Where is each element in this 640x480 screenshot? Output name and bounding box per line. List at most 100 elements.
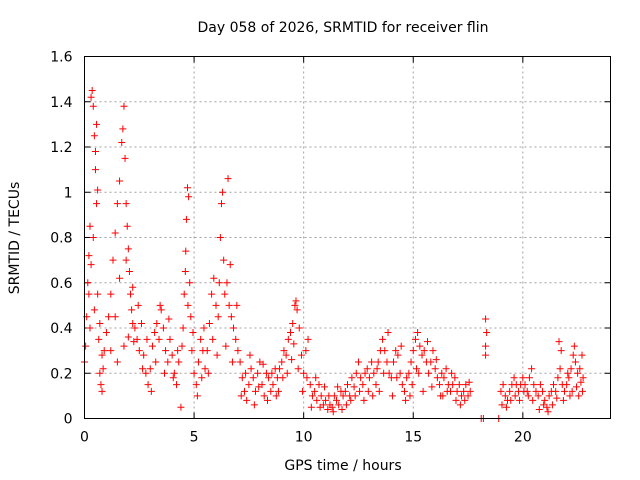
data-point [333,396,341,404]
data-point [464,392,472,400]
data-point [157,306,165,314]
data-point [182,247,190,255]
data-point [312,374,320,382]
data-point [121,154,129,162]
data-point [347,396,355,404]
data-point [322,396,330,404]
y-tick-label: 0.8 [50,231,72,247]
data-point [317,392,325,400]
data-point [304,335,312,343]
data-point [328,403,336,411]
data-point [118,138,126,146]
data-point [124,333,132,341]
data-point [521,381,529,389]
x-tick-label: 15 [404,430,422,446]
data-point [140,351,148,359]
data-point [113,358,121,366]
data-point [416,342,424,350]
data-point [548,401,556,409]
data-point [178,342,186,350]
data-point [348,374,356,382]
data-point [313,396,321,404]
data-point [87,93,95,101]
data-point [341,387,349,395]
data-point [393,374,401,382]
data-point [559,396,567,404]
data-point [510,374,518,382]
data-point [532,387,540,395]
data-point [344,381,351,389]
data-point [553,394,561,402]
data-point [120,102,128,110]
data-point [89,102,97,110]
data-point [482,351,490,359]
data-point [520,387,528,395]
data-point [311,387,319,395]
data-point [109,256,117,264]
data-point [578,387,586,395]
data-point [87,261,95,269]
data-point [122,256,130,264]
data-point [516,396,524,404]
data-point [570,342,578,350]
y-tick-label: 0.6 [50,276,72,292]
data-point [91,166,99,174]
data-point [405,369,413,377]
data-point [181,267,189,275]
data-point [396,369,404,377]
data-point [122,200,130,208]
data-point [550,381,558,389]
data-point [352,369,360,377]
data-point [431,365,439,373]
data-point [436,381,444,389]
data-point [369,392,377,400]
data-point [290,340,298,348]
data-point [226,261,234,269]
data-point [465,378,473,386]
data-point [155,335,163,343]
data-point [295,324,303,332]
data-point [497,387,505,395]
data-point [402,396,410,404]
data-point [372,381,380,389]
data-point [156,301,164,309]
data-point [242,369,250,377]
data-point [123,222,131,230]
data-point [414,329,422,337]
data-point [129,319,137,327]
data-point [182,215,190,223]
data-point [146,365,154,373]
data-point [365,374,373,382]
data-point [368,358,376,366]
data-point [107,290,115,298]
data-point [455,381,463,389]
data-point [259,360,267,368]
data-point [135,347,143,355]
data-point [94,186,102,194]
data-point [525,374,533,382]
data-point [194,358,202,366]
data-point [243,396,251,404]
data-point [98,351,106,359]
data-point [107,347,115,355]
data-point [102,329,110,337]
data-point [534,392,542,400]
data-point [579,374,587,382]
data-point [276,365,284,373]
data-point [86,222,94,230]
data-point [133,335,141,343]
data-point [96,369,104,377]
data-point [165,315,173,323]
x-tick-label: 0 [80,430,89,446]
data-point [280,347,288,355]
data-point [577,378,585,386]
data-point [364,387,372,395]
data-point [299,387,307,395]
data-point [302,347,310,355]
data-point [203,347,211,355]
data-point [201,365,209,373]
data-point [498,401,506,409]
x-tick-label: 5 [190,430,199,446]
data-point [374,358,382,366]
data-point [93,120,101,128]
